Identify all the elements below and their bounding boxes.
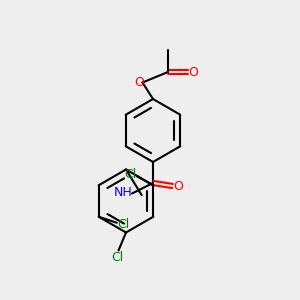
- Text: Cl: Cl: [111, 250, 123, 264]
- Text: O: O: [188, 65, 198, 79]
- Text: NH: NH: [114, 185, 133, 199]
- Text: Cl: Cl: [117, 218, 129, 231]
- Text: Cl: Cl: [124, 168, 136, 181]
- Text: O: O: [173, 179, 183, 193]
- Text: O: O: [134, 76, 144, 89]
